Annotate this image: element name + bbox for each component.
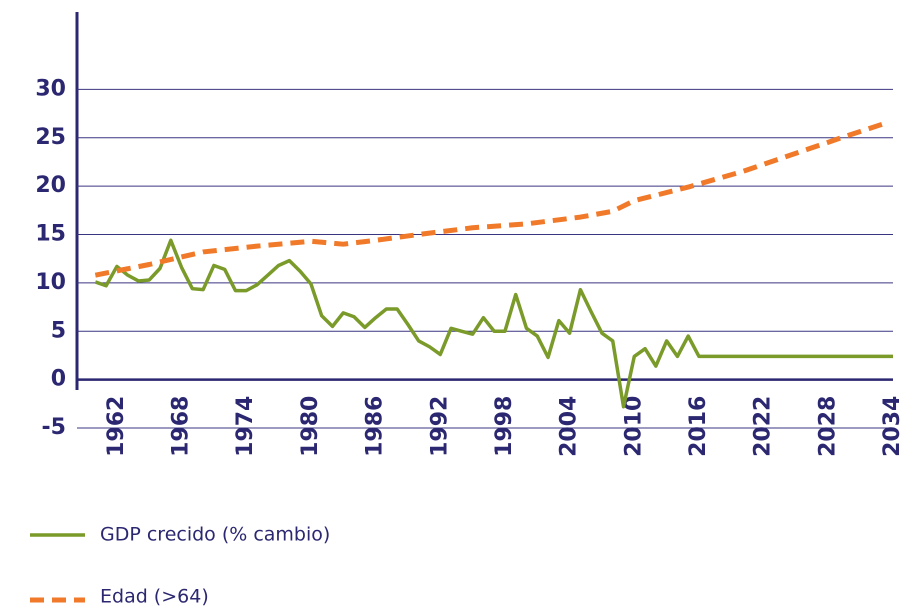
x-tick-label: 1986 [363,396,388,457]
data-line [94,238,893,409]
x-tick-label: 2004 [557,396,582,457]
legend: GDP crecido (% cambio) Edad (>64) [30,524,330,608]
x-tick-label: 2022 [751,396,776,457]
y-tick-label: 20 [35,173,66,198]
x-tick-label: 1992 [427,396,452,457]
data-line [94,121,884,278]
x-tick-label: 1998 [492,396,517,457]
x-tick-label: 1980 [298,396,323,457]
x-tick-label: 2016 [686,396,711,457]
y-tick-label: 5 [51,318,66,343]
x-tick-label: 1974 [233,396,258,457]
x-tick-label: 2034 [880,396,905,457]
y-tick-label: 10 [35,270,66,295]
legend-label: GDP crecido (% cambio) [100,524,330,546]
y-tick-label: 30 [35,76,66,101]
y-tick-label: 25 [35,125,66,150]
x-tick-label: 2028 [815,396,840,457]
y-tick-label: -5 [42,415,66,440]
x-tick-label: 1962 [104,396,129,457]
y-tick-label: 15 [35,222,66,247]
y-tick-label: 0 [51,367,66,392]
x-tick-label: 1968 [169,396,194,457]
legend-label: Edad (>64) [100,586,209,608]
